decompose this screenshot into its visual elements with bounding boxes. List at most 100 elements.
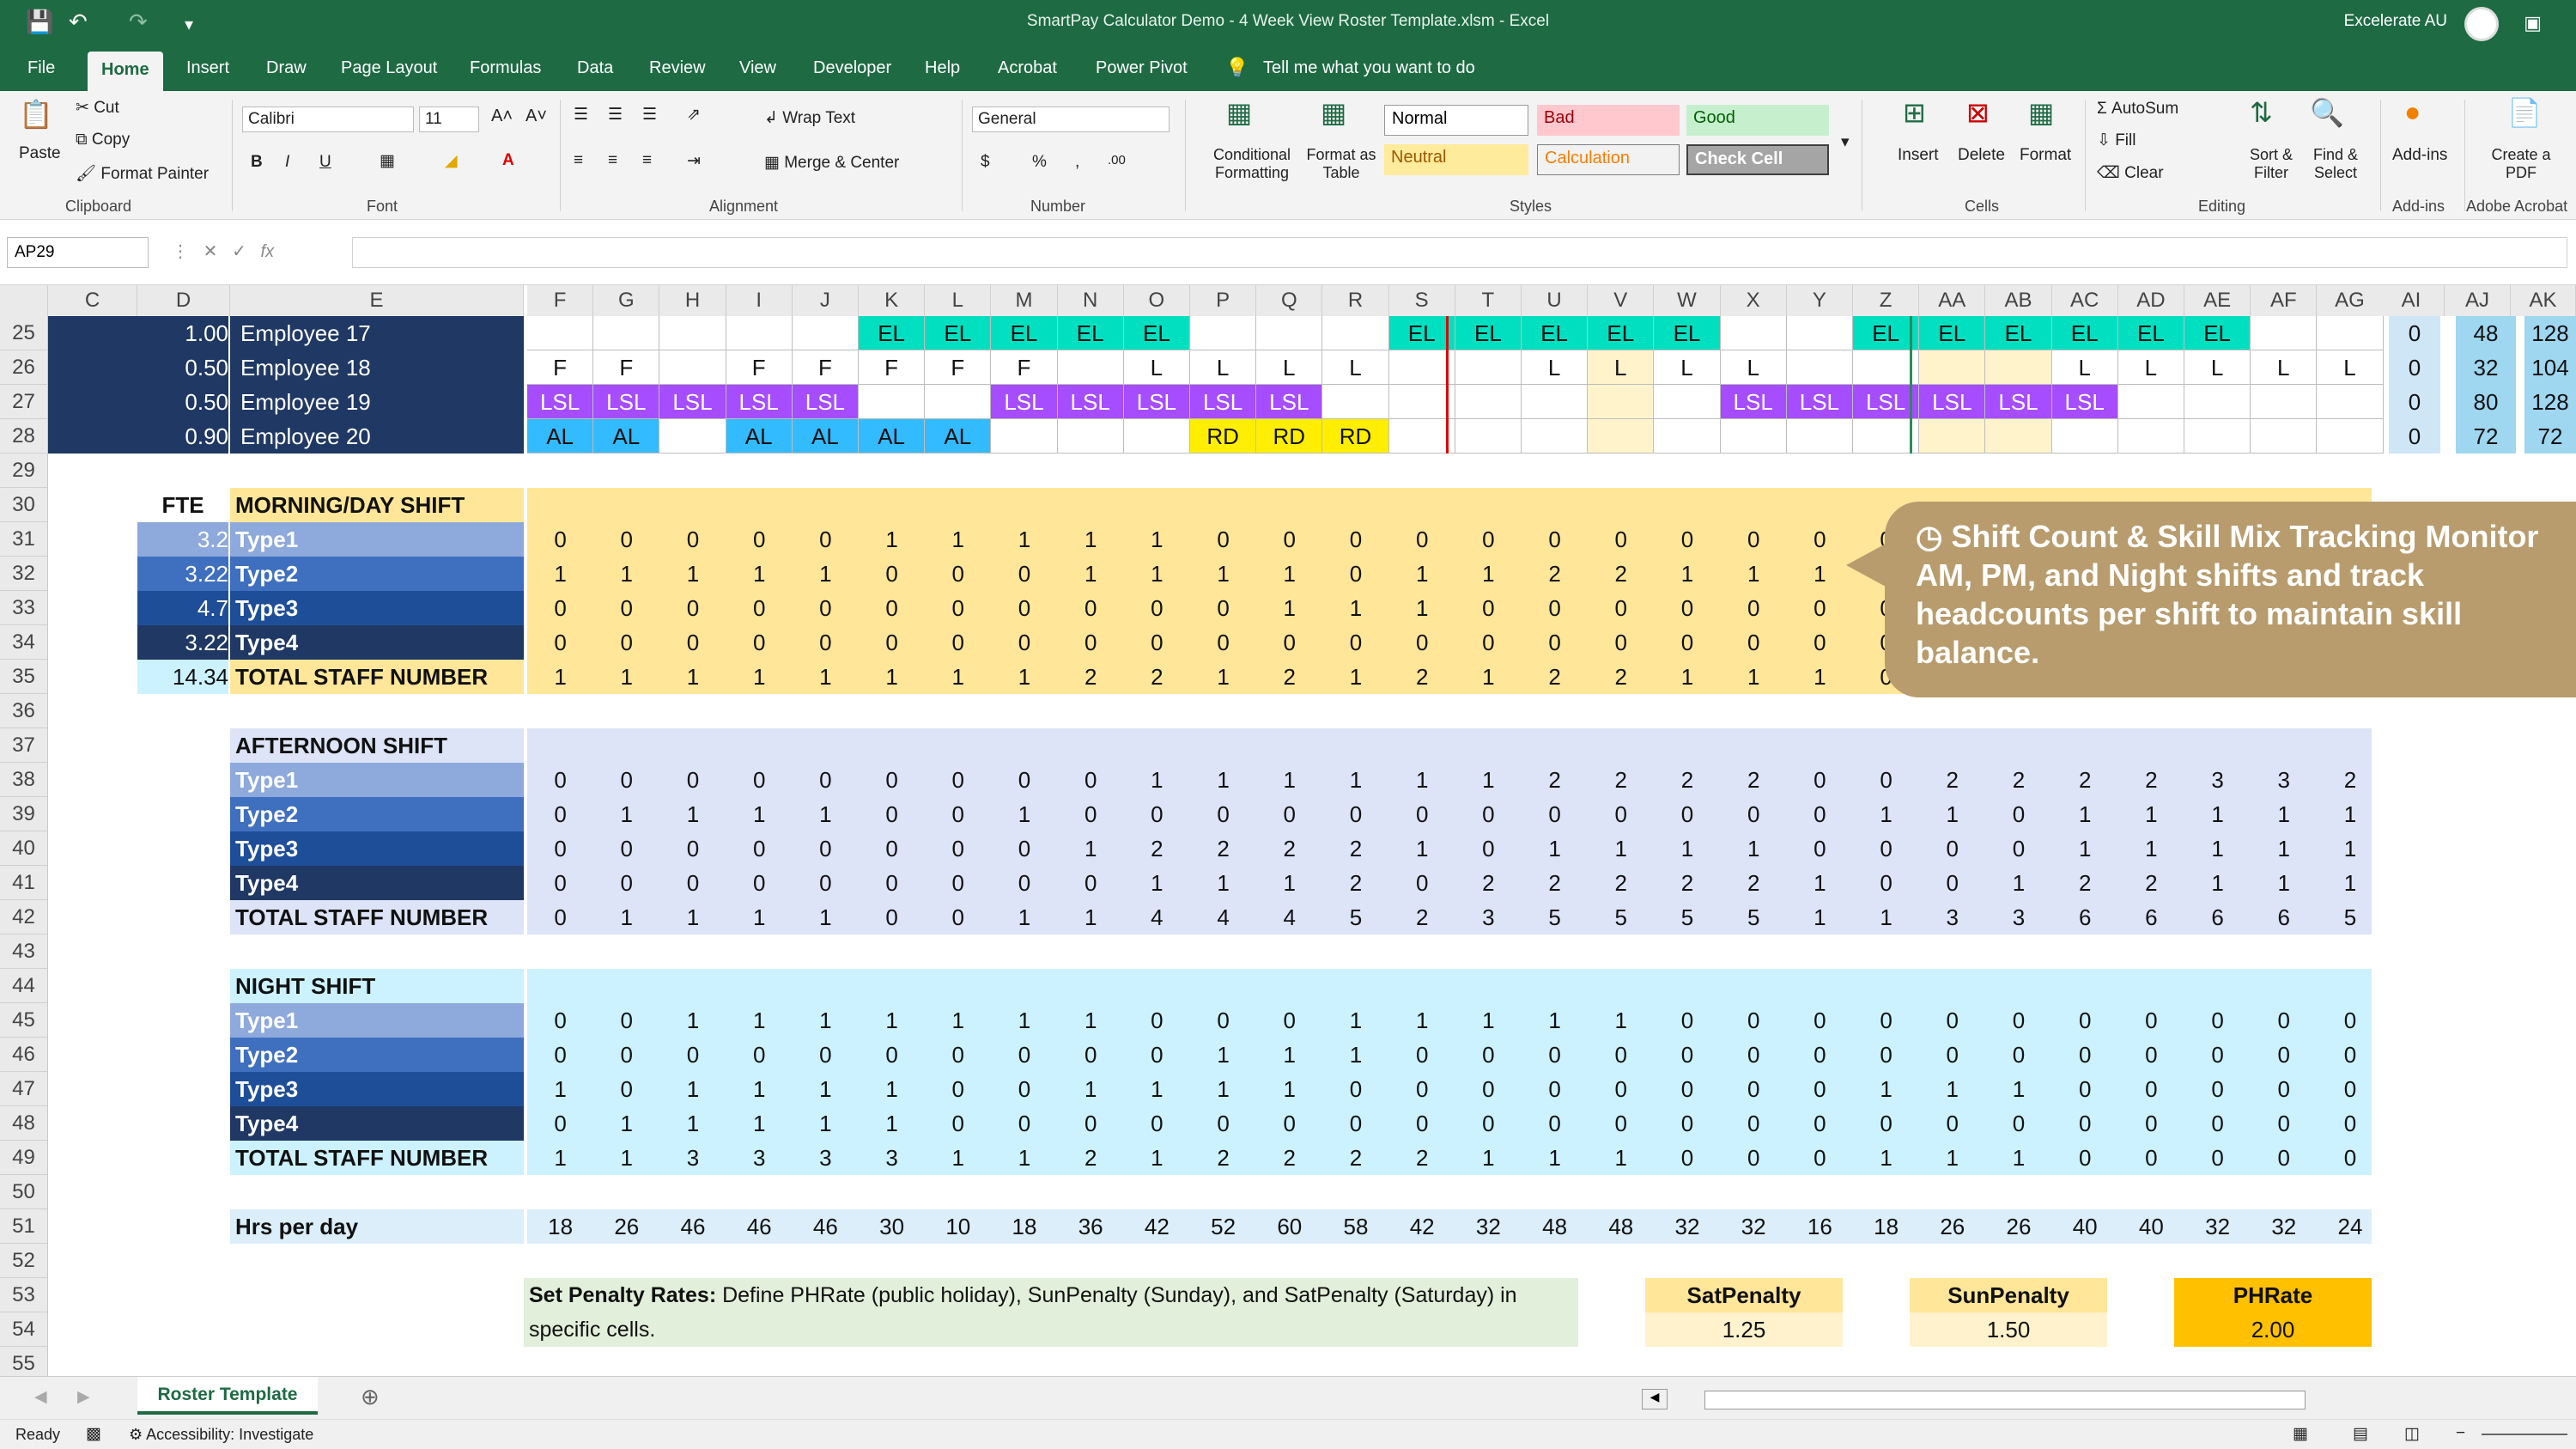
roster-cell[interactable]	[2117, 385, 2184, 419]
shift-count[interactable]: 0	[2343, 1008, 2357, 1033]
column-header[interactable]: AC	[2051, 285, 2118, 316]
column-header[interactable]: AE	[2184, 285, 2251, 316]
shift-count[interactable]: 0	[1880, 1042, 1893, 1068]
roster-cell[interactable]	[1588, 419, 1655, 454]
shift-count[interactable]: 1	[1349, 1008, 1363, 1033]
shift-count[interactable]: 0	[752, 527, 766, 552]
shift-count[interactable]: 0	[1880, 767, 1893, 793]
shift-count[interactable]: 0	[1415, 1111, 1429, 1136]
shift-count[interactable]: 0	[620, 767, 634, 793]
roster-cell[interactable]	[1786, 419, 1853, 454]
roster-cell[interactable]	[1256, 316, 1323, 350]
format-cells-button[interactable]: Format	[2020, 146, 2072, 164]
roster-cell[interactable]: L	[1123, 350, 1190, 385]
roster-cell[interactable]: RD	[1256, 419, 1323, 454]
shift-count[interactable]: 0	[1349, 561, 1363, 587]
shift-count[interactable]: 0	[1018, 870, 1031, 896]
shift-total[interactable]: 0	[951, 904, 965, 930]
shift-count[interactable]: 0	[620, 1076, 634, 1102]
shift-count[interactable]: 0	[1415, 1042, 1429, 1068]
shift-count[interactable]: 0	[554, 767, 567, 793]
column-header[interactable]: M	[991, 285, 1058, 316]
shift-count[interactable]: 0	[1814, 1076, 1826, 1102]
roster-cell[interactable]: LSL	[991, 385, 1058, 419]
roster-cell[interactable]: LSL	[1057, 385, 1124, 419]
shift-total[interactable]: 2	[1283, 664, 1297, 690]
column-header[interactable]: Z	[1853, 285, 1920, 316]
roster-cell[interactable]	[1455, 350, 1522, 385]
hrs-value[interactable]: 42	[1409, 1214, 1435, 1239]
roster-cell[interactable]: EL	[2117, 316, 2184, 350]
shift-count[interactable]: 0	[951, 595, 965, 621]
shift-count[interactable]: 1	[1680, 561, 1694, 587]
shift-total[interactable]: 3	[686, 1145, 700, 1171]
roster-cell[interactable]	[1588, 385, 1655, 419]
row-header[interactable]: 35	[0, 660, 48, 694]
hrs-value[interactable]: 18	[548, 1214, 574, 1239]
shift-count[interactable]: 0	[1747, 1042, 1760, 1068]
shift-count[interactable]: 0	[1814, 767, 1826, 793]
shift-total[interactable]: 5	[1614, 904, 1628, 930]
shift-count[interactable]: 0	[1151, 1111, 1163, 1136]
conditional-formatting-button[interactable]: Conditional Formatting	[1212, 146, 1291, 181]
macro-record-icon[interactable]: ▩	[86, 1425, 101, 1443]
shift-count[interactable]: 1	[1614, 836, 1628, 861]
shift-count[interactable]: 0	[752, 595, 766, 621]
roster-cell[interactable]: F	[859, 350, 926, 385]
roster-cell[interactable]	[593, 316, 660, 350]
shift-total[interactable]: 5	[1747, 904, 1760, 930]
shift-total[interactable]: 0	[1680, 1145, 1694, 1171]
hrs-value[interactable]: 60	[1277, 1214, 1303, 1239]
shift-count[interactable]: 0	[2211, 1111, 2224, 1136]
shift-count[interactable]: 0	[1747, 630, 1760, 655]
employee-fte[interactable]: 0.90	[48, 419, 228, 454]
align-center-icon[interactable]: ≡	[608, 151, 618, 169]
shift-count[interactable]: 0	[752, 836, 766, 861]
column-header[interactable]: F	[527, 285, 594, 316]
roster-cell[interactable]: LSL	[2051, 385, 2118, 419]
shift-count[interactable]: 0	[1614, 1042, 1628, 1068]
accessibility-status[interactable]: ⚙ Accessibility: Investigate	[129, 1426, 314, 1443]
undo-icon[interactable]: ↶	[69, 9, 88, 34]
shift-total[interactable]: 1	[1018, 664, 1031, 690]
hrs-value[interactable]: 42	[1144, 1214, 1170, 1239]
roster-cell[interactable]	[1919, 350, 1986, 385]
shift-count[interactable]: 0	[2012, 1008, 2026, 1033]
summary-aj[interactable]: 48	[2456, 316, 2516, 350]
menu-draw[interactable]: Draw	[266, 58, 307, 77]
shift-count[interactable]: 0	[819, 1042, 832, 1068]
borders-icon[interactable]: ▦	[380, 152, 395, 170]
hrs-value[interactable]: 40	[2072, 1214, 2098, 1239]
shift-count[interactable]: 0	[2145, 1111, 2158, 1136]
roster-cell[interactable]	[726, 316, 793, 350]
shift-total[interactable]: 1	[1018, 904, 1031, 930]
shift-count[interactable]: 2	[2078, 870, 2092, 896]
shift-count[interactable]: 1	[1151, 870, 1163, 896]
shift-count[interactable]: 1	[1084, 527, 1097, 552]
shift-total[interactable]: 1	[1018, 1145, 1031, 1171]
shift-count[interactable]: 0	[2211, 1008, 2224, 1033]
shift-count[interactable]: 0	[951, 1076, 965, 1102]
shift-count[interactable]: 2	[1548, 767, 1561, 793]
shift-count[interactable]: 0	[1349, 527, 1363, 552]
style-normal[interactable]: Normal	[1384, 105, 1528, 136]
column-header[interactable]: K	[859, 285, 926, 316]
roster-cell[interactable]: L	[1588, 350, 1655, 385]
column-header[interactable]: R	[1322, 285, 1389, 316]
shift-count[interactable]: 0	[1614, 1111, 1628, 1136]
copy-button[interactable]: ⧉ Copy	[76, 131, 131, 149]
page-layout-view-icon[interactable]: ▤	[2353, 1425, 2368, 1443]
roster-cell[interactable]: EL	[925, 316, 992, 350]
hrs-value[interactable]: 30	[879, 1214, 905, 1239]
column-header[interactable]: O	[1123, 285, 1190, 316]
roster-cell[interactable]: L	[2051, 350, 2118, 385]
shift-count[interactable]: 1	[2277, 801, 2291, 827]
hrs-value[interactable]: 32	[2271, 1214, 2297, 1239]
roster-cell[interactable]	[2251, 316, 2318, 350]
shift-count[interactable]: 2	[2078, 767, 2092, 793]
font-name-select[interactable]: Calibri	[242, 107, 414, 132]
shift-count[interactable]: 1	[1217, 767, 1230, 793]
shift-count[interactable]: 0	[752, 630, 766, 655]
shift-count[interactable]: 1	[951, 527, 965, 552]
row-header[interactable]: 54	[0, 1312, 48, 1347]
